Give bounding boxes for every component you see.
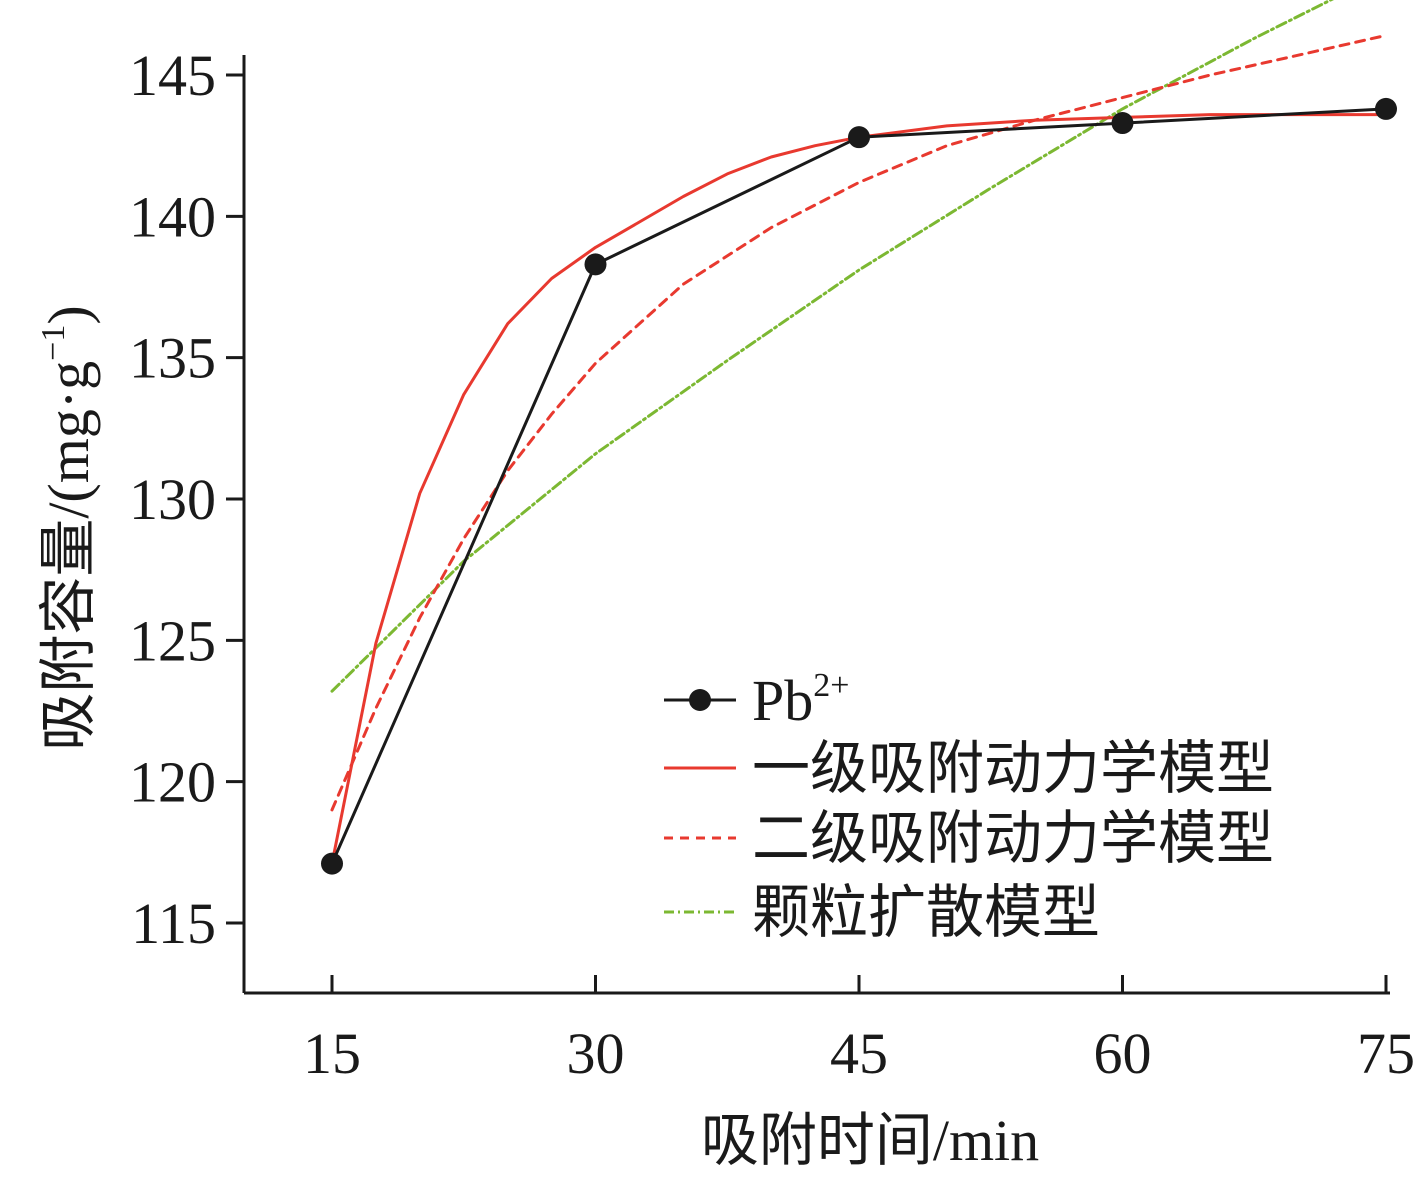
legend-label-0: Pb2+ bbox=[752, 667, 849, 733]
x-tick-label: 45 bbox=[830, 1021, 888, 1086]
data-point bbox=[1111, 112, 1134, 135]
x-tick-label: 60 bbox=[1094, 1021, 1152, 1086]
legend-label-text: Pb bbox=[752, 668, 813, 733]
legend-label-3: 颗粒扩散模型 bbox=[752, 880, 1100, 945]
y-tick-label: 120 bbox=[129, 750, 216, 815]
y-axis-title-close: ) bbox=[36, 305, 101, 324]
legend-label-text: 一级吸附动力学模型 bbox=[752, 736, 1274, 801]
legend-marker bbox=[689, 689, 711, 711]
y-axis-title-sup: −1 bbox=[35, 325, 72, 361]
y-tick-label: 130 bbox=[129, 467, 216, 532]
legend-label-sup: 2+ bbox=[813, 667, 849, 704]
axes bbox=[242, 55, 1390, 995]
y-tick-label: 115 bbox=[131, 891, 216, 956]
x-tick-label: 15 bbox=[303, 1021, 361, 1086]
series-line-3 bbox=[330, 0, 1335, 693]
y-axis-title: 吸附容量/(mg·g−1) bbox=[35, 305, 101, 750]
x-ticks: 15 30 45 60 75 bbox=[303, 975, 1415, 1086]
y-axis-title-main: 吸附容量/(mg·g bbox=[36, 361, 101, 751]
series-line-2 bbox=[330, 33, 1388, 812]
y-ticks: 115 120 125 130 135 140 145 bbox=[129, 43, 244, 956]
x-axis-title: 吸附时间/min bbox=[701, 1108, 1039, 1173]
data-point bbox=[1375, 97, 1397, 120]
series-layer bbox=[321, 0, 1397, 875]
x-tick-label: 75 bbox=[1357, 1021, 1415, 1086]
y-tick-label: 145 bbox=[129, 43, 216, 108]
data-point bbox=[848, 126, 870, 149]
data-point bbox=[584, 253, 607, 276]
y-axis-title-group: 吸附容量/(mg·g−1) bbox=[35, 305, 101, 750]
legend-label-text: 颗粒扩散模型 bbox=[752, 880, 1100, 945]
legend-label-text: 二级吸附动力学模型 bbox=[752, 806, 1274, 871]
legend-label-1: 一级吸附动力学模型 bbox=[752, 736, 1274, 801]
y-tick-label: 135 bbox=[129, 326, 216, 391]
y-tick-label: 125 bbox=[129, 608, 216, 673]
data-point bbox=[321, 852, 343, 875]
y-tick-label: 140 bbox=[129, 184, 216, 249]
x-tick-label: 30 bbox=[567, 1021, 625, 1086]
legend-label-2: 二级吸附动力学模型 bbox=[752, 806, 1274, 871]
